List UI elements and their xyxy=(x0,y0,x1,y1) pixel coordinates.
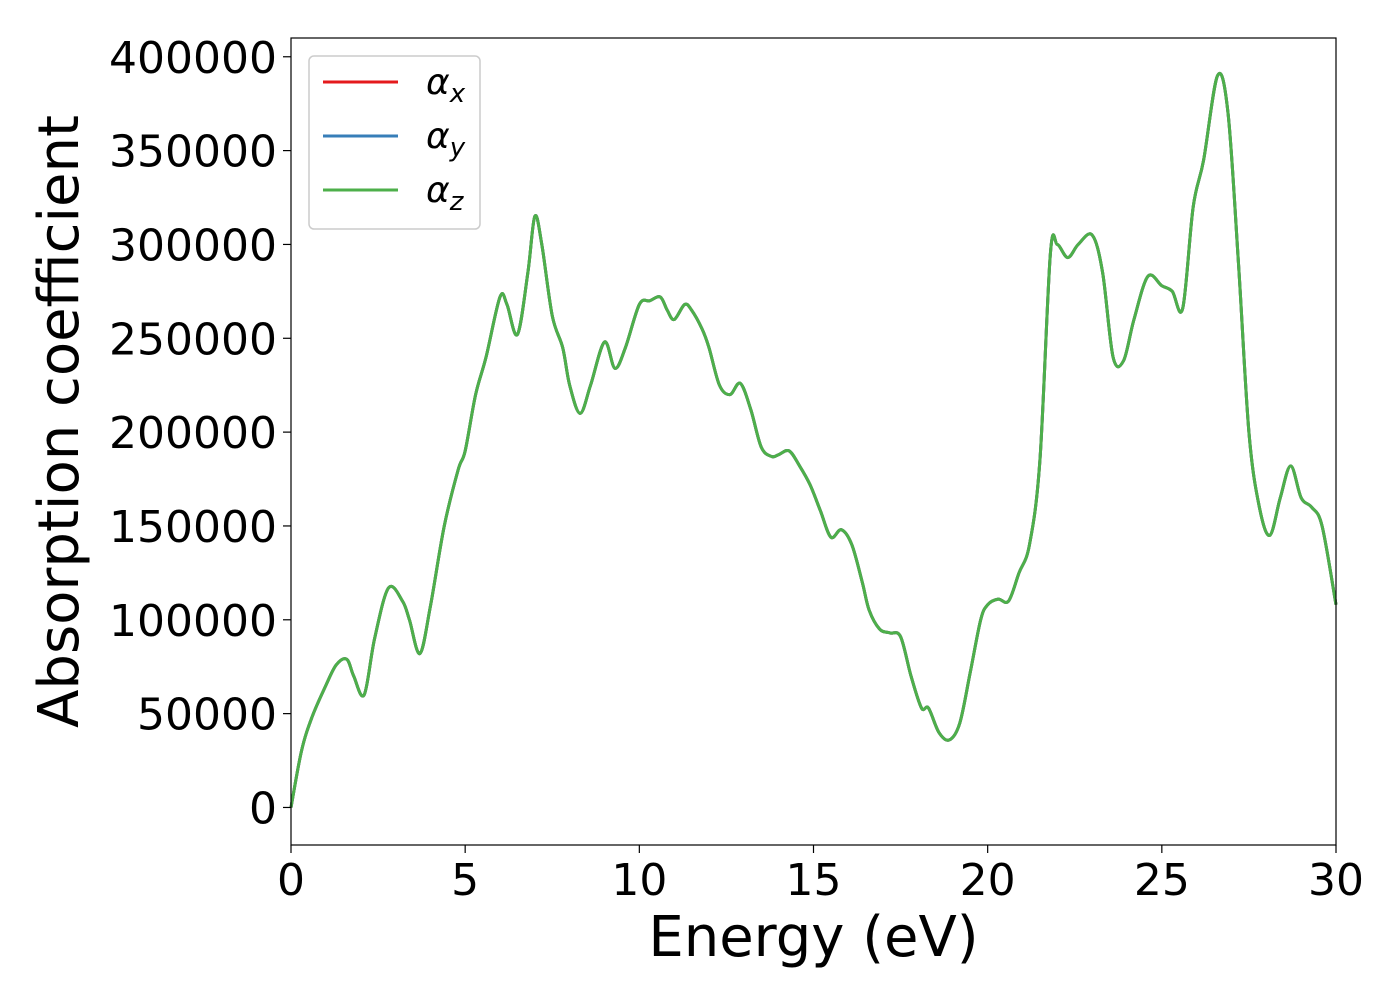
y-tick-label: 50000 xyxy=(137,690,277,741)
y-tick-label: 400000 xyxy=(109,33,277,84)
legend-label: αy xyxy=(426,116,466,163)
x-axis-ticks: 0 5 10 15 20 25 30 xyxy=(277,845,1364,906)
legend-label: αz xyxy=(426,170,465,217)
x-axis-label: Energy (eV) xyxy=(648,905,978,970)
y-axis-label: Absorption coefficient xyxy=(27,115,92,728)
y-tick-label: 350000 xyxy=(109,127,277,178)
y-tick-label: 150000 xyxy=(109,502,277,553)
y-axis-ticks: 0 50000 100000 150000 200000 250000 300000 3500… xyxy=(109,33,291,834)
y-tick-label: 0 xyxy=(249,783,277,834)
legend-label: αx xyxy=(426,62,466,109)
x-tick-label: 0 xyxy=(277,855,305,906)
y-tick-label: 100000 xyxy=(109,596,277,647)
x-tick-label: 20 xyxy=(960,855,1016,906)
y-tick-label: 200000 xyxy=(109,408,277,459)
series-line-z xyxy=(289,72,1338,808)
legend-box xyxy=(308,55,481,230)
plot-lines xyxy=(289,72,1338,808)
x-tick-label: 10 xyxy=(611,855,667,906)
legend: αx αy αz xyxy=(308,55,481,230)
x-tick-label: 30 xyxy=(1308,855,1364,906)
x-tick-label: 25 xyxy=(1134,855,1190,906)
x-tick-label: 15 xyxy=(786,855,842,906)
y-tick-label: 250000 xyxy=(109,314,277,365)
y-tick-label: 300000 xyxy=(109,220,277,271)
x-tick-label: 5 xyxy=(451,855,479,906)
